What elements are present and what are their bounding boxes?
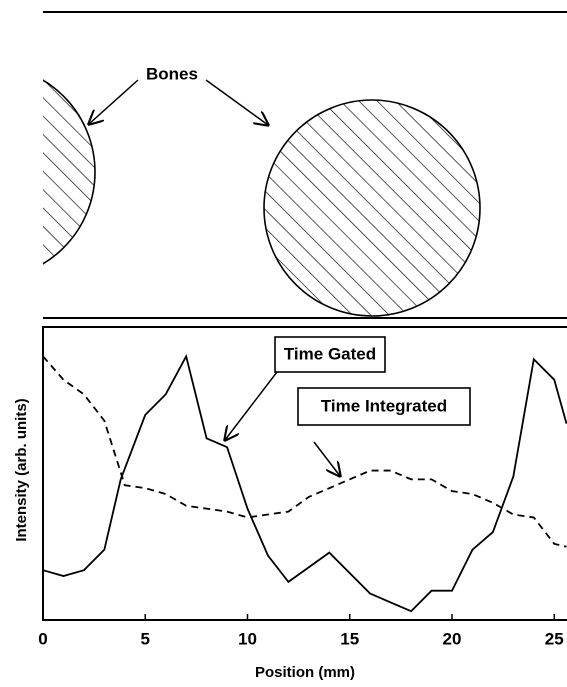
y-axis-label: Intensity (arb. units) (13, 398, 30, 541)
arrow (313, 441, 340, 476)
plot-frame (42, 326, 567, 621)
arrow (205, 79, 268, 125)
data-line (42, 353, 567, 613)
x-tick-label: 10 (238, 629, 257, 648)
x-tick-label: 15 (340, 629, 359, 648)
arrow (89, 79, 139, 124)
x-tick-label: 0 (38, 629, 47, 648)
bone (263, 99, 481, 317)
bone-diagram: Bones (43, 11, 567, 317)
chart: Intensity (arb. units) Position (mm) Tim… (13, 317, 567, 681)
annotation: Time Integrated (321, 396, 447, 415)
arrow (225, 371, 278, 440)
x-axis-label: Position (mm) (255, 664, 355, 681)
x-tick-label: 5 (141, 629, 150, 648)
annotation: Time Gated (284, 344, 376, 363)
x-tick-label: 25 (545, 629, 564, 648)
bone (43, 79, 96, 265)
bone-label: Bones (146, 64, 198, 83)
annotation-box (274, 336, 386, 373)
x-tick-label: 20 (443, 629, 462, 648)
data-line (42, 355, 567, 548)
annotation-box (297, 387, 471, 426)
